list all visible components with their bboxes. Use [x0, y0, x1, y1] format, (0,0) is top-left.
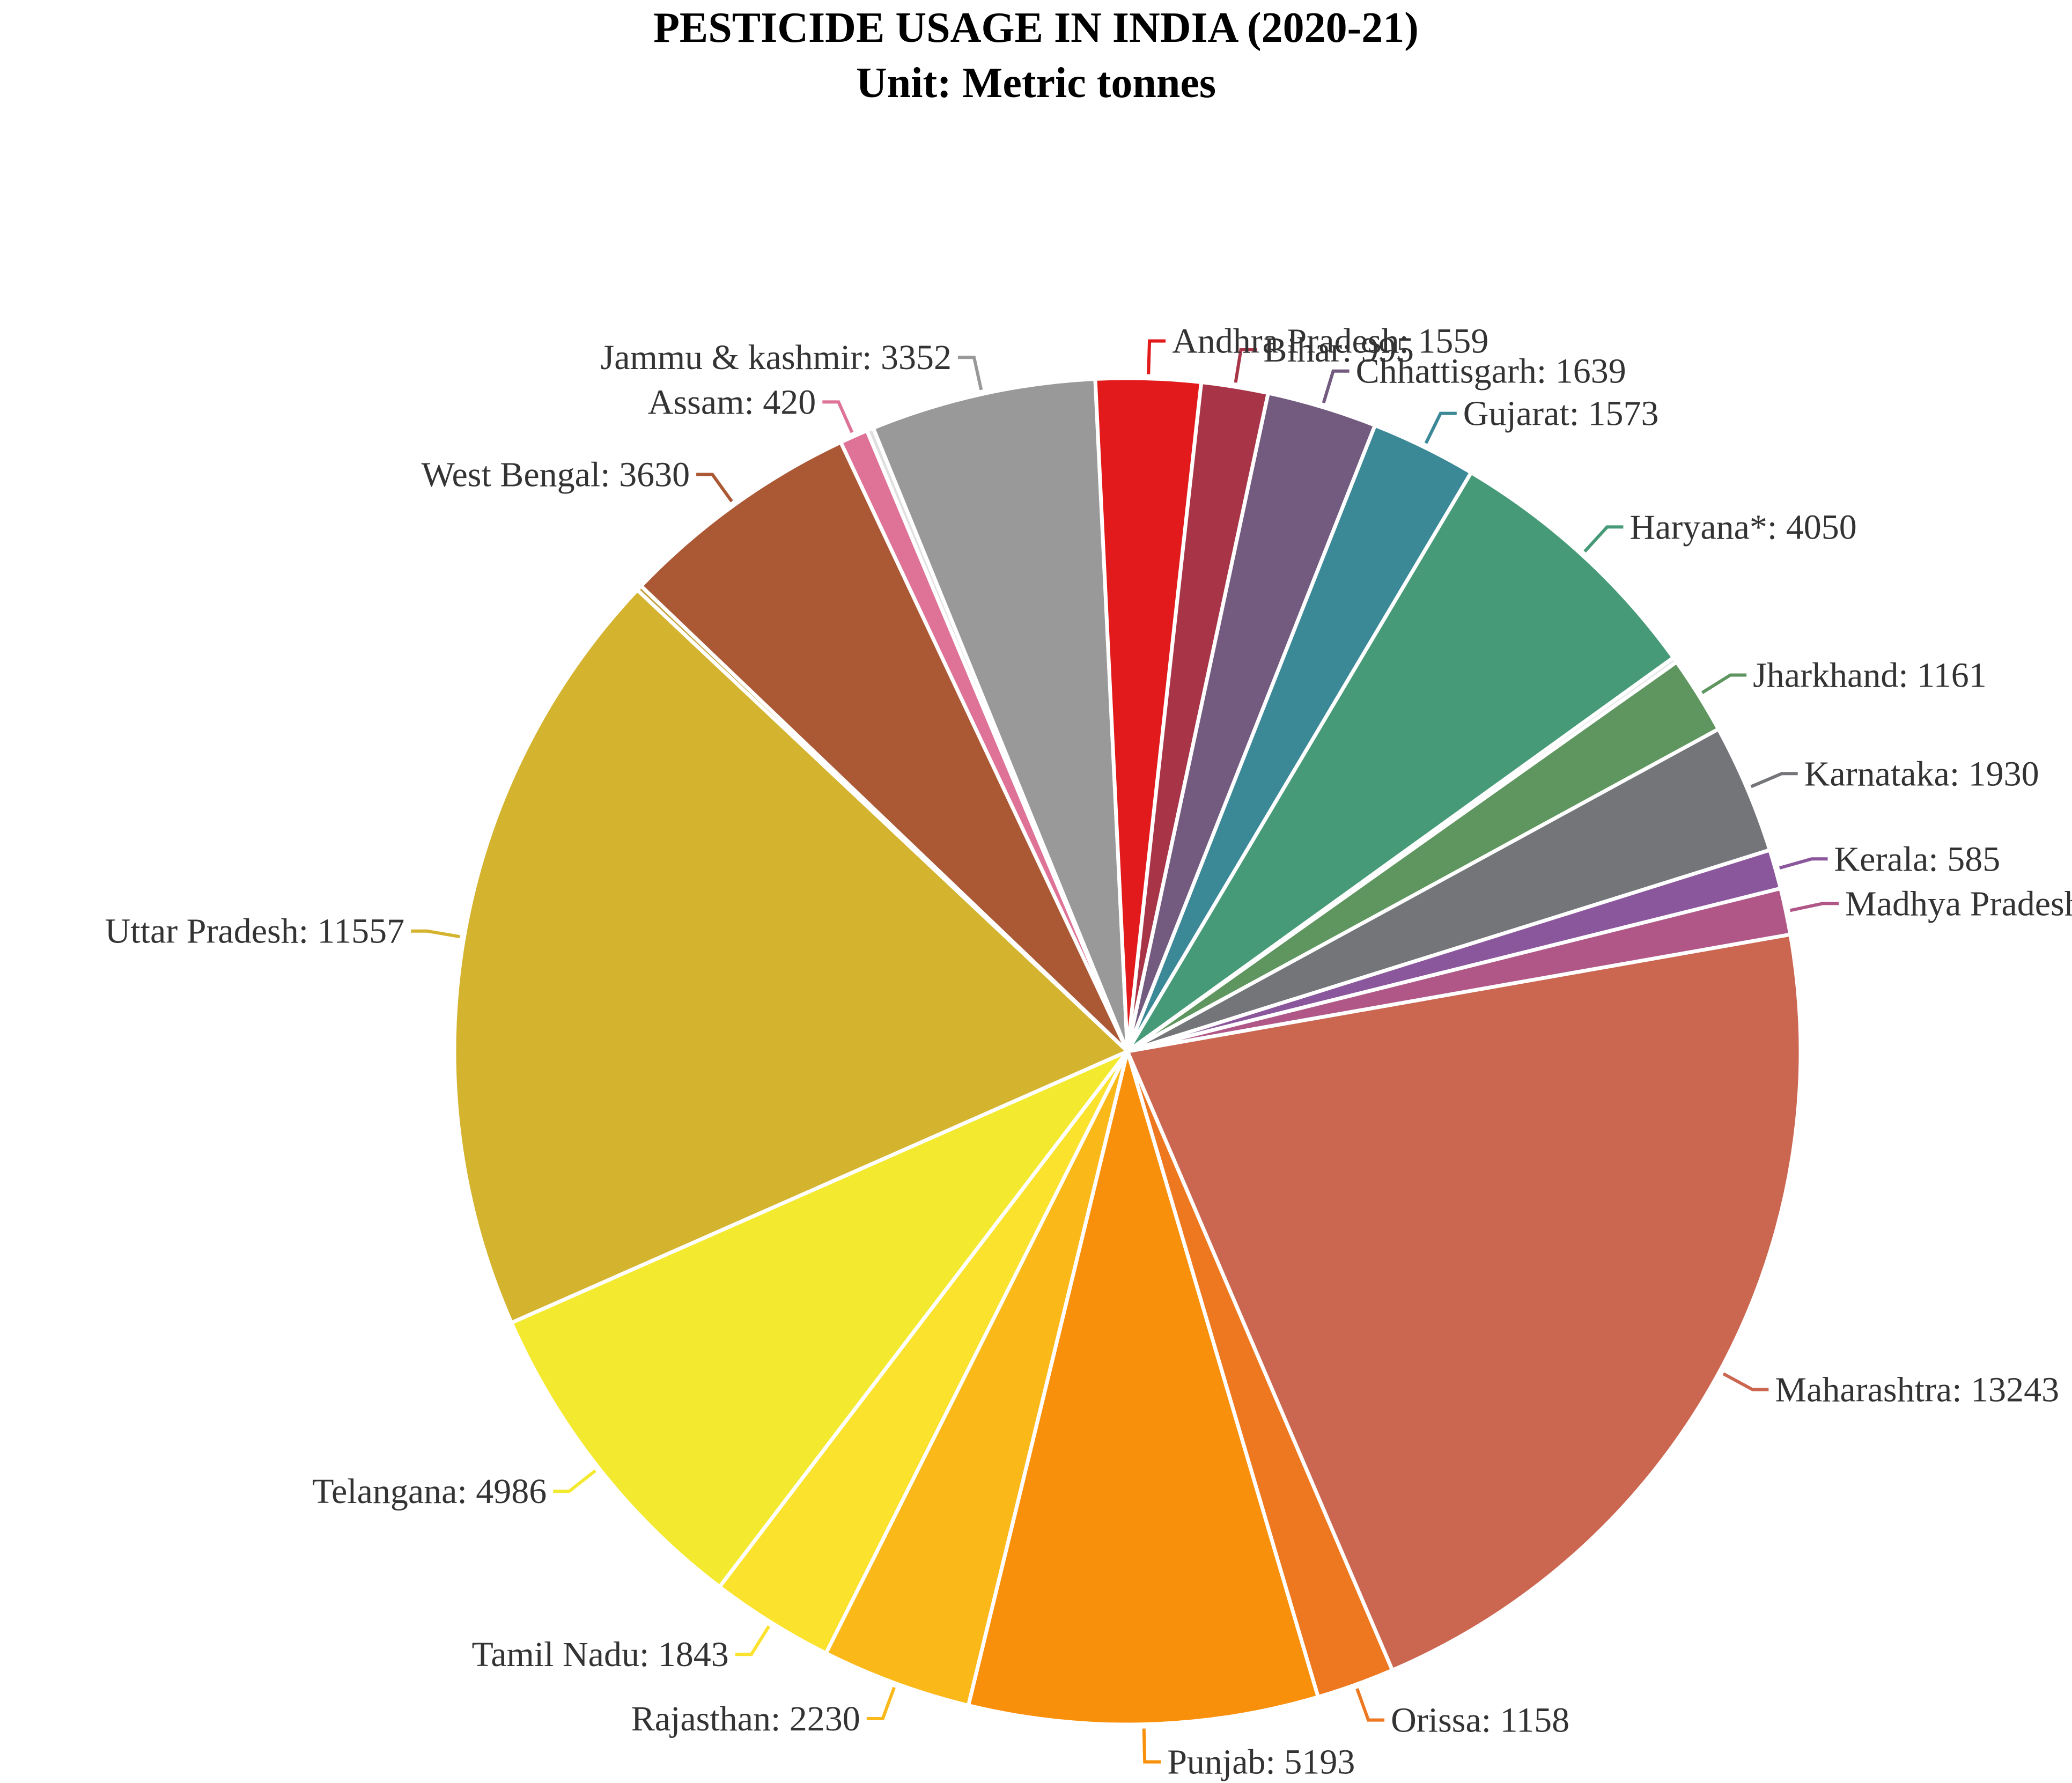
slice-haryana [1125, 470, 1676, 1053]
leader-line-maharashtra [1722, 1372, 1769, 1391]
slice-label-gujarat: Gujarat: 1573 [1463, 394, 1659, 433]
slice-label-andhra-pradesh: Andhra Pradesh: 1559 [1172, 322, 1488, 361]
leader-line-gujarat [1424, 411, 1457, 444]
slice-label-bihar: Bihar: 995 [1264, 330, 1414, 370]
slice-label-tamil-nadu: Tamil Nadu: 1843 [471, 1635, 728, 1674]
leader-line-bihar [1234, 348, 1257, 383]
leader-line-punjab [1142, 1728, 1161, 1764]
slice-label-telangana: Telangana: 4986 [312, 1472, 547, 1511]
slice-uttar-pradesh [452, 587, 1131, 1325]
slice-label-assam: Assam: 420 [648, 382, 816, 422]
leader-line-karnataka [1750, 772, 1798, 789]
leader-line-andhra-pradesh [1147, 339, 1166, 374]
slice-labels: Maharashtra: 13243 Orissa: 1158 Punjab: 51… [105, 322, 2072, 1782]
slice-madhya-pradesh [1127, 886, 1793, 1053]
label-leader-lines [411, 339, 1839, 1764]
leader-line-jharkhand [1701, 673, 1747, 694]
slice-label-chhattisgarh: Chhattisgarh: 1639 [1356, 352, 1626, 391]
slice-punjab [966, 1044, 1321, 1727]
slice-jammu-kashmir [871, 377, 1130, 1052]
leader-line-chhattisgarh [1322, 369, 1350, 403]
slice-label-jharkhand: Jharkhand: 1161 [1753, 656, 1987, 695]
slice-maharashtra [1125, 932, 1803, 1673]
leader-line-west-bengal [696, 473, 733, 503]
pie-slices [452, 376, 1803, 1727]
slice-label-uttar-pradesh: Uttar Pradesh: 11557 [105, 912, 404, 951]
slice-label-madhya-pradesh: Madhya Pradesh: 691 [1845, 884, 2072, 923]
leader-line-haryana [1583, 525, 1624, 553]
slice-label-rajasthan: Rajasthan: 2230 [631, 1699, 860, 1738]
leader-line-uttar-pradesh [411, 929, 460, 939]
leader-line-madhya-pradesh [1789, 902, 1839, 912]
slice-telangana [508, 1049, 1129, 1590]
slice-label-haryana: Haryana*: 4050 [1629, 507, 1856, 547]
leader-line-rajasthan [866, 1686, 896, 1720]
slice-rajasthan [823, 1050, 1130, 1708]
slice-label-west-bengal: West Bengal: 3630 [421, 455, 690, 495]
chart-subtitle: Unit: Metric tonnes [856, 60, 1216, 107]
slice-label-maharashtra: Maharashtra: 13243 [1775, 1371, 2059, 1410]
leader-line-assam [822, 400, 854, 433]
leader-line-kerala [1779, 857, 1828, 870]
slice-label-punjab: Punjab: 5193 [1167, 1743, 1355, 1782]
slice-label-jammu-kashmir: Jammu & kashmir: 3352 [601, 338, 952, 377]
slice-label-karnataka: Karnataka: 1930 [1804, 754, 2039, 793]
slice-west-bengal [638, 439, 1130, 1053]
leader-line-tamil-nadu [735, 1625, 771, 1656]
leader-line-orissa [1355, 1688, 1385, 1722]
leader-line-telangana [553, 1469, 596, 1493]
leader-line-jammu-kashmir [958, 356, 983, 391]
slice-label-orissa: Orissa: 1158 [1391, 1701, 1569, 1740]
slice-karnataka [1126, 726, 1772, 1053]
slice-label-kerala: Kerala: 585 [1834, 839, 2001, 879]
chart-title: PESTICIDE USAGE IN INDIA (2020-21) [653, 4, 1419, 51]
